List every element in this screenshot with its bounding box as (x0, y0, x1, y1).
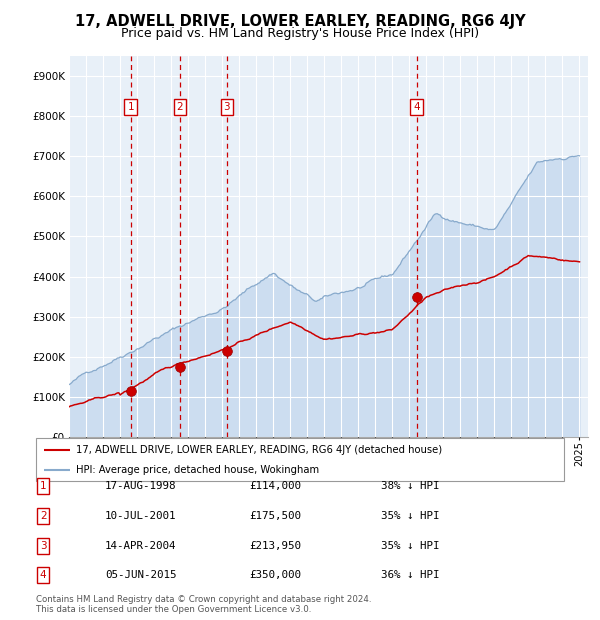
Text: 05-JUN-2015: 05-JUN-2015 (105, 570, 176, 580)
Text: 17-AUG-1998: 17-AUG-1998 (105, 481, 176, 491)
Text: 2: 2 (177, 102, 184, 112)
Text: 3: 3 (40, 541, 47, 551)
Text: 36% ↓ HPI: 36% ↓ HPI (381, 570, 439, 580)
Text: 17, ADWELL DRIVE, LOWER EARLEY, READING, RG6 4JY: 17, ADWELL DRIVE, LOWER EARLEY, READING,… (74, 14, 526, 29)
Text: Price paid vs. HM Land Registry's House Price Index (HPI): Price paid vs. HM Land Registry's House … (121, 27, 479, 40)
Text: £213,950: £213,950 (249, 541, 301, 551)
Text: Contains HM Land Registry data © Crown copyright and database right 2024.: Contains HM Land Registry data © Crown c… (36, 595, 371, 604)
Text: 35% ↓ HPI: 35% ↓ HPI (381, 541, 439, 551)
Text: £350,000: £350,000 (249, 570, 301, 580)
Text: 17, ADWELL DRIVE, LOWER EARLEY, READING, RG6 4JY (detached house): 17, ADWELL DRIVE, LOWER EARLEY, READING,… (76, 445, 442, 455)
Text: £175,500: £175,500 (249, 511, 301, 521)
Text: 2: 2 (40, 511, 47, 521)
Text: £114,000: £114,000 (249, 481, 301, 491)
Text: 38% ↓ HPI: 38% ↓ HPI (381, 481, 439, 491)
Text: 4: 4 (40, 570, 47, 580)
Text: 35% ↓ HPI: 35% ↓ HPI (381, 511, 439, 521)
Text: This data is licensed under the Open Government Licence v3.0.: This data is licensed under the Open Gov… (36, 604, 311, 614)
Text: 3: 3 (224, 102, 230, 112)
Text: 10-JUL-2001: 10-JUL-2001 (105, 511, 176, 521)
Text: HPI: Average price, detached house, Wokingham: HPI: Average price, detached house, Woki… (76, 465, 319, 475)
Text: 1: 1 (40, 481, 47, 491)
FancyBboxPatch shape (36, 438, 564, 480)
Text: 14-APR-2004: 14-APR-2004 (105, 541, 176, 551)
Text: 4: 4 (413, 102, 420, 112)
Text: 1: 1 (127, 102, 134, 112)
